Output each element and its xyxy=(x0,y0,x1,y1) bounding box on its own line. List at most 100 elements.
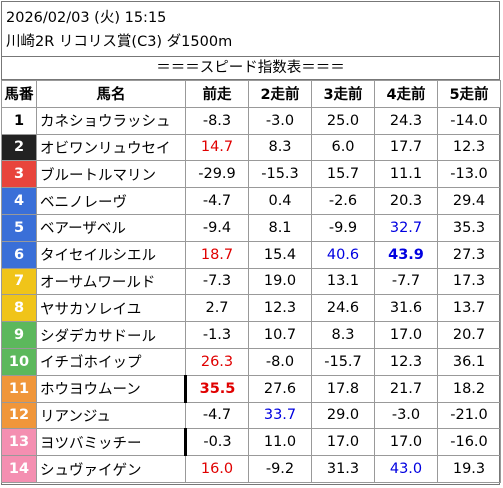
speed-index-value: 40.6 xyxy=(312,241,375,268)
speed-index-value: 21.7 xyxy=(375,375,438,402)
horse-name: リアンジュ xyxy=(37,402,186,429)
speed-index-value: -3.0 xyxy=(375,402,438,429)
speed-index-value: 35.3 xyxy=(438,214,501,241)
speed-index-value: 10.7 xyxy=(249,322,312,349)
horse-name: ヨツバミッチー xyxy=(37,429,186,456)
speed-index-value: -16.0 xyxy=(438,429,501,456)
speed-index-value: 26.3 xyxy=(186,348,249,375)
speed-index-value: 35.5 xyxy=(186,375,249,402)
speed-index-value: 2.7 xyxy=(186,295,249,322)
speed-index-value: 15.7 xyxy=(312,161,375,188)
speed-index-value: 17.0 xyxy=(375,429,438,456)
col-header-last-race: 前走 xyxy=(186,81,249,108)
speed-index-value: -15.7 xyxy=(312,348,375,375)
speed-index-value: -13.0 xyxy=(438,161,501,188)
race-title: 川崎2R リコリス賞(C3) ダ1500m xyxy=(6,30,232,51)
horse-number: 3 xyxy=(2,161,37,188)
speed-index-table: 馬番 馬名 前走 2走前 3走前 4走前 5走前 1 カネショウラッシュ -8.3-… xyxy=(1,80,501,483)
col-header-2-races-ago: 2走前 xyxy=(249,81,312,108)
speed-index-value: -4.7 xyxy=(186,188,249,215)
speed-index-value: 43.9 xyxy=(375,241,438,268)
speed-index-value: 12.3 xyxy=(375,348,438,375)
speed-index-value: 0.4 xyxy=(249,188,312,215)
table-row: 1 カネショウラッシュ -8.3 -3.0 25.0 24.3 -14.0 xyxy=(2,107,501,134)
speed-index-value: 6.0 xyxy=(312,134,375,161)
horse-number: 5 xyxy=(2,214,37,241)
speed-index-value: 31.3 xyxy=(312,456,375,483)
speed-index-value: 27.6 xyxy=(249,375,312,402)
horse-name: イチゴホイップ xyxy=(37,348,186,375)
speed-index-value: -1.3 xyxy=(186,322,249,349)
speed-index-value: 14.7 xyxy=(186,134,249,161)
speed-index-value: -8.0 xyxy=(249,348,312,375)
table-row: 7 オーサムワールド -7.3 19.0 13.1 -7.7 17.3 xyxy=(2,268,501,295)
speed-index-value: 12.3 xyxy=(438,134,501,161)
speed-index-value: -4.7 xyxy=(186,402,249,429)
table-row: 12 リアンジュ -4.7 33.7 29.0 -3.0 -21.0 xyxy=(2,402,501,429)
table-row: 10 イチゴホイップ 26.3 -8.0 -15.7 12.3 36.1 xyxy=(2,348,501,375)
speed-index-value: 15.4 xyxy=(249,241,312,268)
speed-index-value: 17.3 xyxy=(438,268,501,295)
table-row: 4 ベニノレーヴ -4.7 0.4 -2.6 20.3 29.4 xyxy=(2,188,501,215)
speed-index-value: 8.3 xyxy=(249,134,312,161)
speed-index-value: 33.7 xyxy=(249,402,312,429)
table-row: 11 ホウヨウムーン 35.5 27.6 17.8 21.7 18.2 xyxy=(2,375,501,402)
horse-name: ヤサカソレイユ xyxy=(37,295,186,322)
horse-number: 7 xyxy=(2,268,37,295)
horse-name: オビワンリュウセイ xyxy=(37,134,186,161)
table-row: 13 ヨツバミッチー -0.3 11.0 17.0 17.0 -16.0 xyxy=(2,429,501,456)
race-datetime: 2026/02/03 (火) 15:15 xyxy=(6,6,166,27)
speed-index-value: -3.0 xyxy=(249,107,312,134)
speed-index-value: -9.4 xyxy=(186,214,249,241)
speed-index-value: -7.7 xyxy=(375,268,438,295)
speed-index-value: 17.8 xyxy=(312,375,375,402)
speed-index-value: 17.0 xyxy=(312,429,375,456)
speed-index-value: -29.9 xyxy=(186,161,249,188)
table-row: 6 タイセイルシエル 18.7 15.4 40.6 43.9 27.3 xyxy=(2,241,501,268)
speed-index-value: 17.0 xyxy=(375,322,438,349)
table-row: 9 シダデカサドール -1.3 10.7 8.3 17.0 20.7 xyxy=(2,322,501,349)
speed-index-value: 43.0 xyxy=(375,456,438,483)
speed-index-value: 29.4 xyxy=(438,188,501,215)
horse-number: 11 xyxy=(2,375,37,402)
speed-index-value: 20.7 xyxy=(438,322,501,349)
horse-name: シュヴァイゲン xyxy=(37,456,186,483)
speed-index-value: -15.3 xyxy=(249,161,312,188)
table-row: 14 シュヴァイゲン 16.0 -9.2 31.3 43.0 19.3 xyxy=(2,456,501,483)
speed-index-value: 18.2 xyxy=(438,375,501,402)
horse-number: 14 xyxy=(2,456,37,483)
horse-name: オーサムワールド xyxy=(37,268,186,295)
horse-number: 6 xyxy=(2,241,37,268)
speed-index-value: 24.3 xyxy=(375,107,438,134)
speed-index-value: -7.3 xyxy=(186,268,249,295)
speed-index-value: 18.7 xyxy=(186,241,249,268)
horse-number: 10 xyxy=(2,348,37,375)
speed-index-value: -9.9 xyxy=(312,214,375,241)
horse-number: 2 xyxy=(2,134,37,161)
table-body: 1 カネショウラッシュ -8.3 -3.0 25.0 24.3 -14.0 2 オビワンリュウセ… xyxy=(2,107,501,482)
speed-index-value: 20.3 xyxy=(375,188,438,215)
horse-number: 1 xyxy=(2,107,37,134)
horse-name: ベアーザベル xyxy=(37,214,186,241)
speed-index-value: 11.0 xyxy=(249,429,312,456)
speed-index-value: -2.6 xyxy=(312,188,375,215)
speed-index-value: 27.3 xyxy=(438,241,501,268)
horse-name: シダデカサドール xyxy=(37,322,186,349)
horse-number: 4 xyxy=(2,188,37,215)
col-header-number: 馬番 xyxy=(2,81,37,108)
horse-name: ブルートルマリン xyxy=(37,161,186,188)
horse-number: 9 xyxy=(2,322,37,349)
horse-name: カネショウラッシュ xyxy=(37,107,186,134)
speed-index-value: 11.1 xyxy=(375,161,438,188)
speed-index-value: 16.0 xyxy=(186,456,249,483)
speed-index-value: 24.6 xyxy=(312,295,375,322)
horse-number: 8 xyxy=(2,295,37,322)
horse-number: 12 xyxy=(2,402,37,429)
table-row: 2 オビワンリュウセイ 14.7 8.3 6.0 17.7 12.3 xyxy=(2,134,501,161)
speed-index-value: 8.3 xyxy=(312,322,375,349)
speed-index-value: 13.1 xyxy=(312,268,375,295)
table-header-row: 馬番 馬名 前走 2走前 3走前 4走前 5走前 xyxy=(2,81,501,108)
col-header-horse-name: 馬名 xyxy=(37,81,186,108)
speed-index-value: 19.0 xyxy=(249,268,312,295)
col-header-4-races-ago: 4走前 xyxy=(375,81,438,108)
